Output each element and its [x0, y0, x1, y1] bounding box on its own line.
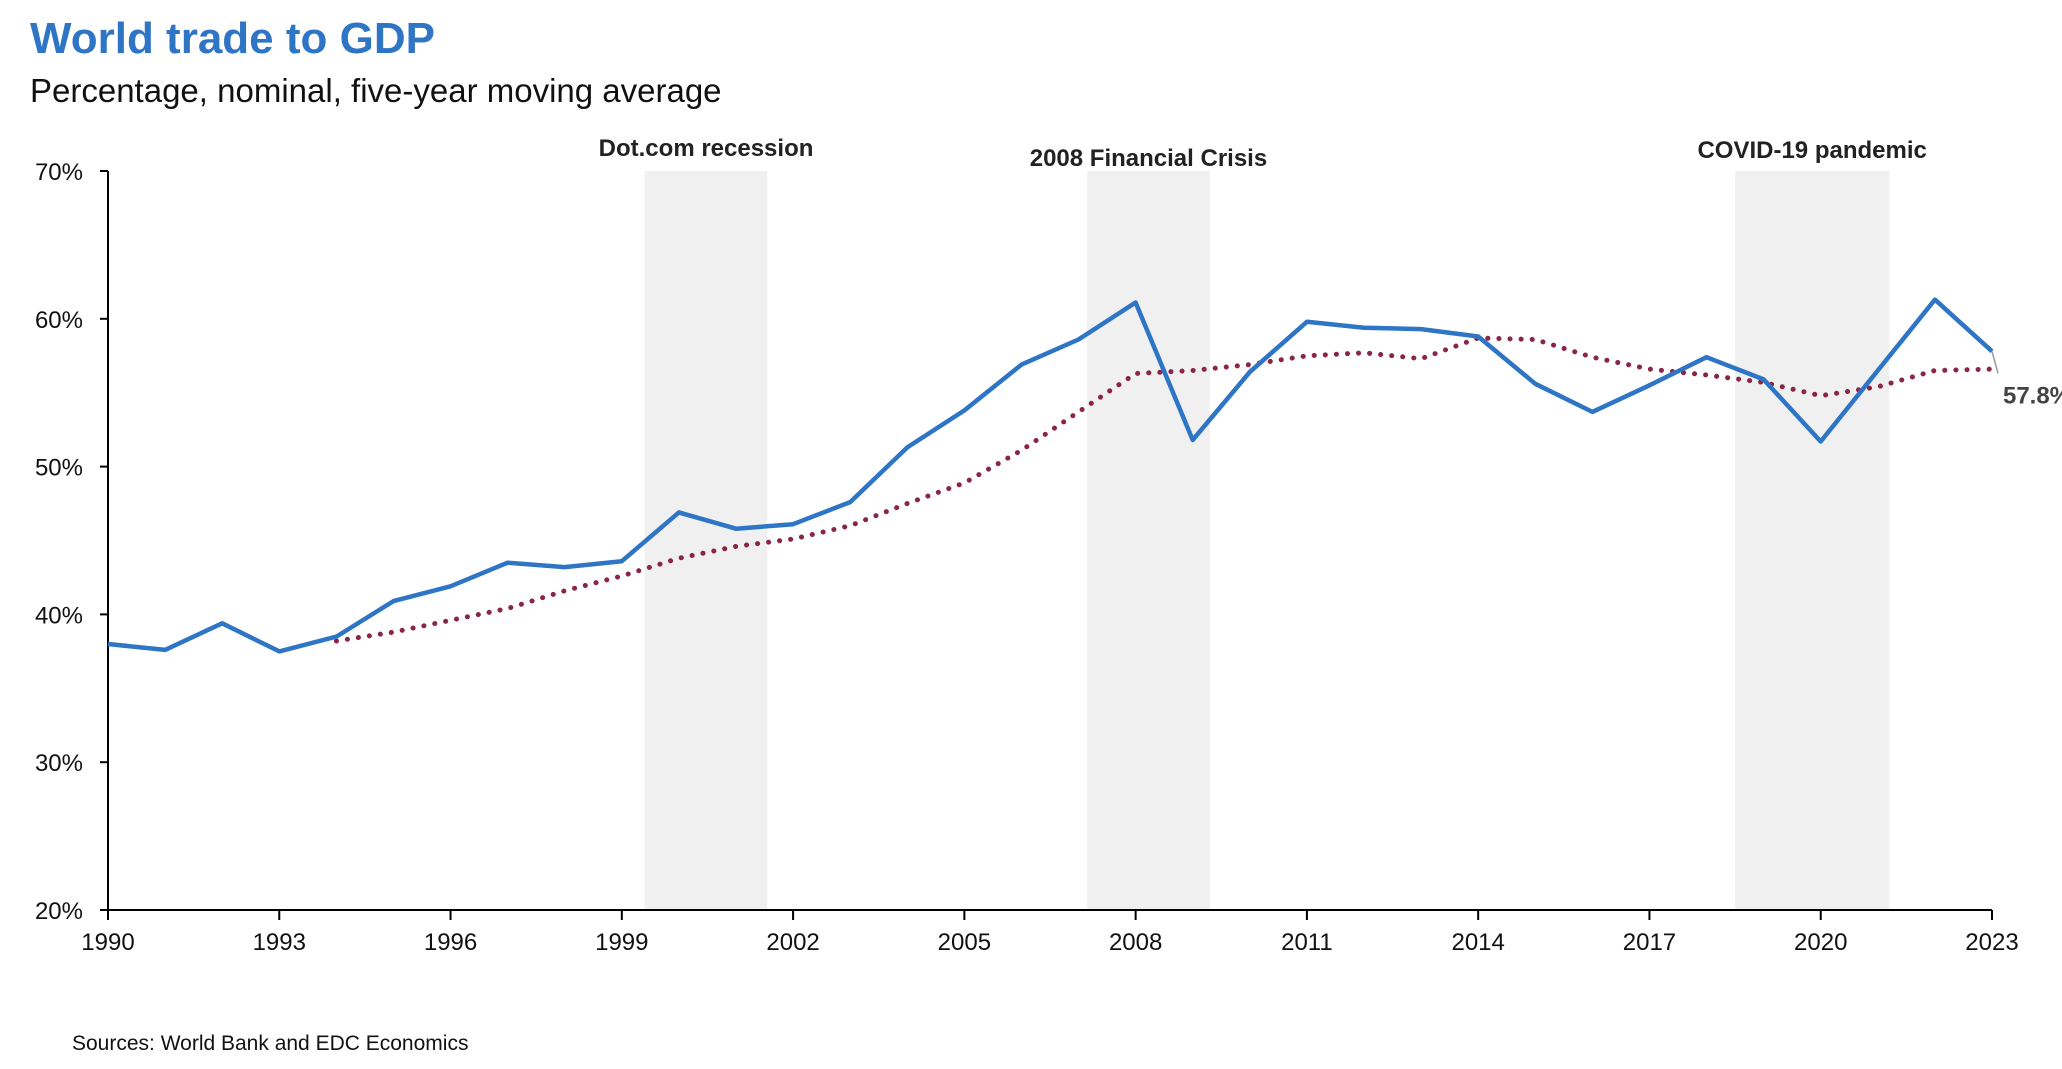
x-tick-label: 2020 — [1794, 929, 1847, 956]
y-tick-label: 70% — [35, 159, 83, 186]
series-lines — [107, 297, 1995, 654]
shaded-period-2 — [1735, 171, 1890, 910]
moving-average-line — [333, 335, 1995, 644]
x-tick-label: 2014 — [1451, 929, 1504, 956]
chart-subtitle: Percentage, nominal, five-year moving av… — [30, 72, 722, 109]
x-tick-label: 2008 — [1109, 929, 1162, 956]
y-tick-label: 20% — [35, 898, 83, 925]
end-label-leader — [1991, 351, 1999, 374]
x-tick-label: 1990 — [81, 929, 134, 956]
x-tick-label: 2005 — [938, 929, 991, 956]
y-tick-label: 50% — [35, 455, 83, 482]
x-tick-label: 2011 — [1281, 929, 1333, 956]
shaded-periods — [644, 171, 1890, 910]
shaded-period-label: Dot.com recession — [599, 135, 814, 162]
y-tick-label: 30% — [35, 750, 83, 777]
trade-to-gdp-line — [107, 297, 1994, 654]
shaded-period-0 — [644, 171, 768, 910]
end-value-label: 57.8% — [2003, 382, 2062, 409]
shaded-period-label: COVID-19 pandemic — [1697, 137, 1926, 164]
x-tick-label: 1996 — [424, 929, 477, 956]
axes: 20% 30% 40% 50% 60% 70% 1990 1993 1996 1999 2002 20… — [35, 159, 2019, 956]
shaded-period-1 — [1087, 171, 1210, 910]
x-tick-label: 1993 — [253, 929, 306, 956]
chart-annotations: Dot.com recession 2008 Financial Crisis CO… — [599, 135, 2062, 409]
chart-title: World trade to GDP — [30, 14, 435, 63]
x-tick-label: 2017 — [1623, 929, 1676, 956]
source-note: Sources: World Bank and EDC Economics — [72, 1032, 469, 1055]
shaded-period-label: 2008 Financial Crisis — [1030, 145, 1267, 172]
x-tick-label: 2002 — [766, 929, 819, 956]
x-tick-label: 2023 — [1965, 929, 2018, 956]
x-tick-label: 1999 — [595, 929, 648, 956]
y-tick-label: 40% — [35, 602, 83, 629]
y-tick-label: 60% — [35, 307, 83, 334]
